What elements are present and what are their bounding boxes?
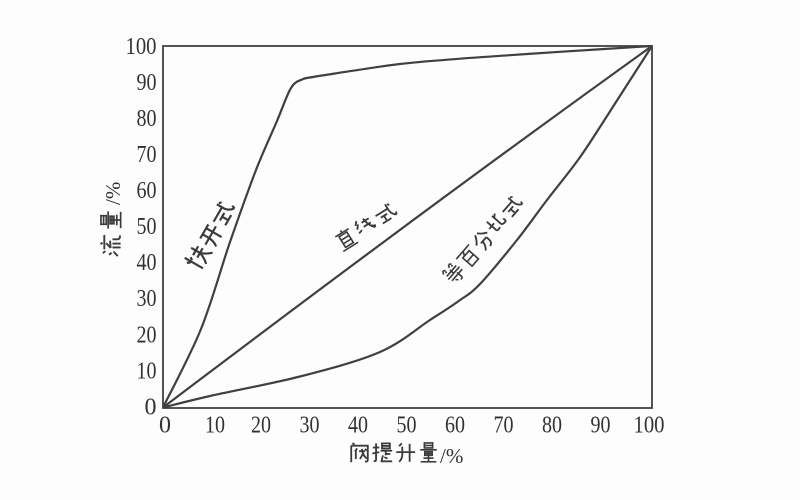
svg-text:90: 90 — [137, 70, 157, 96]
svg-text:10: 10 — [205, 413, 225, 439]
svg-text:30: 30 — [137, 286, 157, 312]
svg-text:70: 70 — [137, 142, 157, 168]
svg-text:30: 30 — [300, 413, 320, 439]
svg-text:80: 80 — [542, 413, 562, 439]
svg-text:10: 10 — [137, 358, 157, 384]
svg-text:70: 70 — [494, 413, 514, 439]
svg-text:40: 40 — [137, 250, 157, 276]
svg-text:20: 20 — [251, 413, 271, 439]
svg-text:100: 100 — [634, 413, 665, 439]
svg-text:50: 50 — [137, 214, 157, 240]
svg-text:20: 20 — [137, 322, 157, 348]
svg-text:40: 40 — [348, 413, 368, 439]
svg-text:60: 60 — [445, 413, 465, 439]
svg-text:/%: /% — [101, 182, 125, 205]
svg-text:0: 0 — [159, 413, 171, 439]
svg-text:80: 80 — [137, 106, 157, 132]
svg-text:0: 0 — [145, 394, 157, 420]
svg-text:60: 60 — [137, 178, 157, 204]
svg-text:100: 100 — [126, 34, 157, 60]
svg-text:90: 90 — [591, 413, 611, 439]
svg-text:50: 50 — [397, 413, 417, 439]
svg-text:/%: /% — [440, 444, 463, 468]
